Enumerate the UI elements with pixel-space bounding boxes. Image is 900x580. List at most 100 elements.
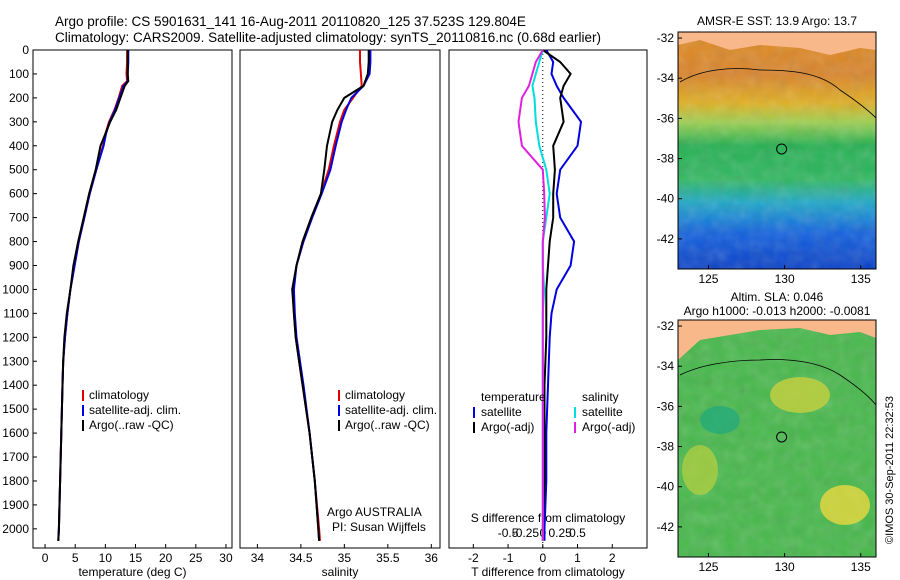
x-tick-label: 25 [189,551,203,565]
salinity-series-0 [291,50,363,541]
temperature-xlabel: temperature (deg C) [78,565,186,579]
argo-float-marker [776,143,788,155]
annotation-line: PI: Susan Wijffels [332,520,426,534]
legend-label: climatology [345,388,405,402]
x-tick-label: 35.5 [376,551,400,565]
map-x-tick-label: 125 [698,272,718,286]
y-tick-label: 1400 [2,378,29,392]
y-tick-label: 100 [9,67,29,81]
y-tick-label: 1900 [2,498,29,512]
sst-map-frame [677,31,877,270]
x-tick-label: 34.5 [289,551,313,565]
map-x-tick-label: 125 [698,560,718,574]
map-y-tick-label: -40 [657,192,675,206]
header-line-1: Argo profile: CS 5901631_141 16-Aug-2011… [55,14,526,29]
x-tick-label: 0 [42,551,49,565]
map-x-tick-label: 135 [851,272,871,286]
annotation-line: Argo AUSTRALIA [327,505,422,519]
x-tick-label: -2 [468,551,479,565]
diff-series-3 [517,49,546,541]
sla-teal-1 [700,406,740,434]
y-tick-label: 500 [9,163,29,177]
map-y-tick-label: -32 [657,31,675,45]
x-tick-label: 5 [72,551,79,565]
map-y-tick-label: -32 [657,319,675,333]
map-y-tick-label: -38 [657,440,675,454]
legend-label: Argo(-adj) [582,420,635,434]
map-x-tick-label: 135 [851,560,871,574]
y-tick-label: 1800 [2,474,29,488]
differences-frame [448,49,648,549]
map-y-tick-label: -36 [657,111,675,125]
map-y-tick-label: -34 [657,71,675,85]
y-tick-label: 700 [9,211,29,225]
watermark: ©IMOS 30-Sep-2011 22:32:53 [884,396,896,544]
x-tick-label: 36 [425,551,439,565]
y-tick-label: 300 [9,115,29,129]
map-y-tick-label: -42 [657,520,675,534]
sla-map-frame [677,319,877,558]
x-tick-label: 30 [219,551,233,565]
sla-yellow-1 [770,377,830,413]
legend-label: climatology [89,388,149,402]
y-tick-label: 2000 [2,522,29,536]
y-tick-label: 900 [9,258,29,272]
temperature-frame [32,49,233,549]
y-tick-label: 1500 [2,402,29,416]
y-tick-label: 800 [9,235,29,249]
legend-label: satellite [481,405,522,419]
y-tick-label: 200 [9,91,29,105]
y-tick-label: 1200 [2,330,29,344]
x-tick-label: 0 [539,551,546,565]
y-tick-label: 0 [22,43,29,57]
y-tick-label: 1700 [2,450,29,464]
legend-label: Argo(..raw -QC) [345,418,430,432]
salinity-frame [239,49,441,549]
sla-map-title: Altim. SLA: 0.046 [731,290,824,304]
sst-map-title: AMSR-E SST: 13.9 Argo: 13.7 [697,14,857,28]
y-tick-label: 400 [9,139,29,153]
salinity-xlabel: salinity [322,565,359,579]
coastline-1 [678,32,876,55]
sla-yellow-2 [820,485,870,525]
x-tick-label: 2 [609,551,616,565]
map-y-tick-label: -34 [657,359,675,373]
map-y-tick-label: -42 [657,232,675,246]
argo-float-marker [776,431,788,443]
legend-label: satellite [582,405,623,419]
y-tick-label: 1100 [3,306,29,320]
sla-map-title: Argo h1000: -0.013 h2000: -0.0081 [684,304,871,318]
y-tick-label: 1300 [2,354,29,368]
map-x-tick-label: 130 [775,560,795,574]
temperature-series-2 [57,50,130,541]
y-tick-label: 1000 [2,282,29,296]
x-tick-label: 35 [338,551,352,565]
s-xlabel: S difference from climatology [471,511,626,525]
x-tick-label: 1 [574,551,581,565]
legend-header: salinity [582,390,619,404]
legend-header: temperature [481,390,546,404]
diff-series-1 [541,49,572,541]
map-y-tick-label: -40 [657,480,675,494]
x-tick-label: -1 [503,551,514,565]
contour-1 [679,68,876,119]
x-tick-label: 34 [251,551,265,565]
legend-label: satellite-adj. clim. [345,403,437,417]
y-tick-label: 1600 [2,426,29,440]
sst-map [678,32,876,269]
map-y-tick-label: -38 [657,152,675,166]
diff-series-0 [543,49,583,541]
s-tick-label: 0.25 [548,526,572,540]
legend-label: Argo(..raw -QC) [89,418,174,432]
y-tick-label: 600 [9,187,29,201]
s-tick-label: 0.5 [569,526,586,540]
contour-2 [679,359,876,406]
map-y-tick-label: -36 [657,399,675,413]
sla-yellow-3 [682,445,718,495]
coastline-2 [678,320,876,360]
s-tick-label: -0.25 [512,526,540,540]
s-tick-label: -0.5 [498,526,519,540]
legend-label: Argo(-adj) [481,420,534,434]
map-x-tick-label: 130 [775,272,795,286]
